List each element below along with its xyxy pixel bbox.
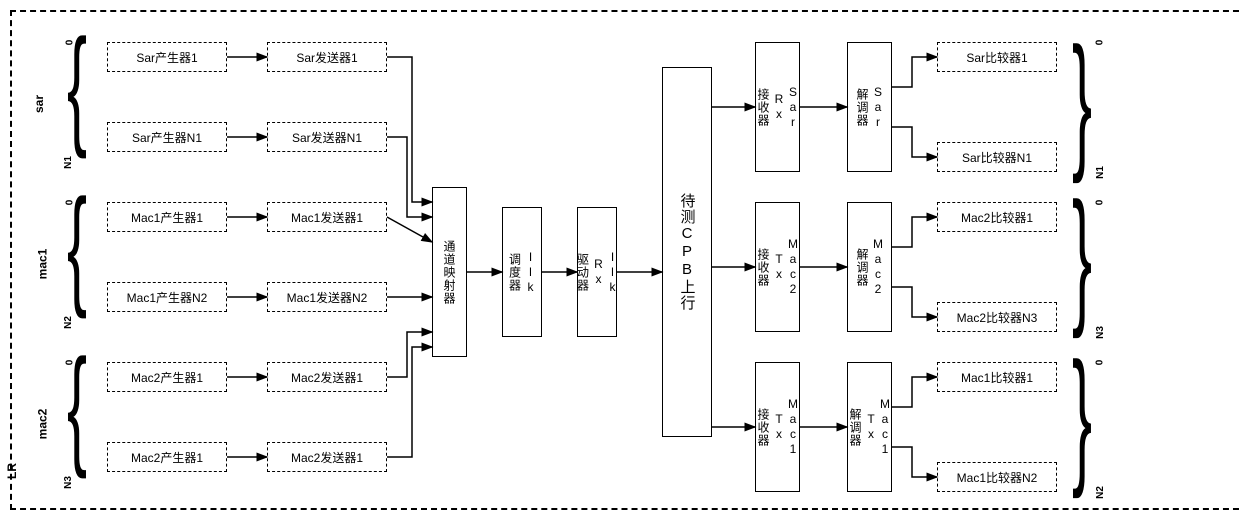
n1: N1 <box>1095 166 1106 179</box>
sar-gen-1: Sar产生器1 <box>107 42 227 72</box>
grp-mac2: mac2 <box>35 409 49 440</box>
mac2-gen-1: Mac2产生器1 <box>107 362 227 392</box>
mac1-gen-1: Mac1产生器1 <box>107 202 227 232</box>
zero: 0 <box>1094 40 1105 46</box>
zero: 0 <box>64 360 75 366</box>
brace: } <box>1072 342 1092 492</box>
mac2-rx: Mac2 Tx 接收器 <box>755 202 800 332</box>
zero: 0 <box>64 40 75 46</box>
mac2-cmp-n3: Mac2比较器N3 <box>937 302 1057 332</box>
lr-label: LR <box>5 463 19 479</box>
sar-cmp-n1: Sar比较器N1 <box>937 142 1057 172</box>
mac1-cmp-1: Mac1比较器1 <box>937 362 1057 392</box>
mac1-cmp-n2: Mac1比较器N2 <box>937 462 1057 492</box>
mac1-rx: Mac1 Tx 接收器 <box>755 362 800 492</box>
mac2-gen-n3: Mac2产生器1 <box>107 442 227 472</box>
mac1-demod: Mac1 Tx 解调器 <box>847 362 892 492</box>
grp-sar: sar <box>32 95 46 113</box>
n2: N2 <box>63 316 74 329</box>
ilk-rx-driver: Ilk Rx 驱动器 <box>577 207 617 337</box>
brace: } <box>1072 27 1092 177</box>
arrows-layer <box>12 12 1239 508</box>
sar-demod: Sar 解调器 <box>847 42 892 172</box>
mac1-tx-n2: Mac1发送器N2 <box>267 282 387 312</box>
mac2-cmp-1: Mac2比较器1 <box>937 202 1057 232</box>
mac1-gen-n2: Mac1产生器N2 <box>107 282 227 312</box>
n1: N1 <box>63 156 74 169</box>
zero: 0 <box>64 200 75 206</box>
n3: N3 <box>1095 326 1106 339</box>
n2: N2 <box>1095 486 1106 499</box>
mac2-demod: Mac2 解调器 <box>847 202 892 332</box>
sar-cmp-1: Sar比较器1 <box>937 42 1057 72</box>
n3: N3 <box>63 476 74 489</box>
dut-cpb-uplink: 待测CPB上行 <box>662 67 712 437</box>
block-diagram: LR CT sar mac1 mac2 { { { 0 N1 0 N2 0 N3… <box>10 10 1239 510</box>
ilk-scheduler: Ilk 调度器 <box>502 207 542 337</box>
zero: 0 <box>1094 360 1105 366</box>
grp-mac1: mac1 <box>35 249 49 280</box>
brace: } <box>1072 182 1092 332</box>
mac1-tx-1: Mac1发送器1 <box>267 202 387 232</box>
sar-rx: Sar Rx 接收器 <box>755 42 800 172</box>
sar-tx-n1: Sar发送器N1 <box>267 122 387 152</box>
mac2-tx-n3: Mac2发送器1 <box>267 442 387 472</box>
channel-mapper: 通道映射器 <box>432 187 467 357</box>
mac2-tx-1: Mac2发送器1 <box>267 362 387 392</box>
sar-gen-n1: Sar产生器N1 <box>107 122 227 152</box>
sar-tx-1: Sar发送器1 <box>267 42 387 72</box>
zero: 0 <box>1094 200 1105 206</box>
